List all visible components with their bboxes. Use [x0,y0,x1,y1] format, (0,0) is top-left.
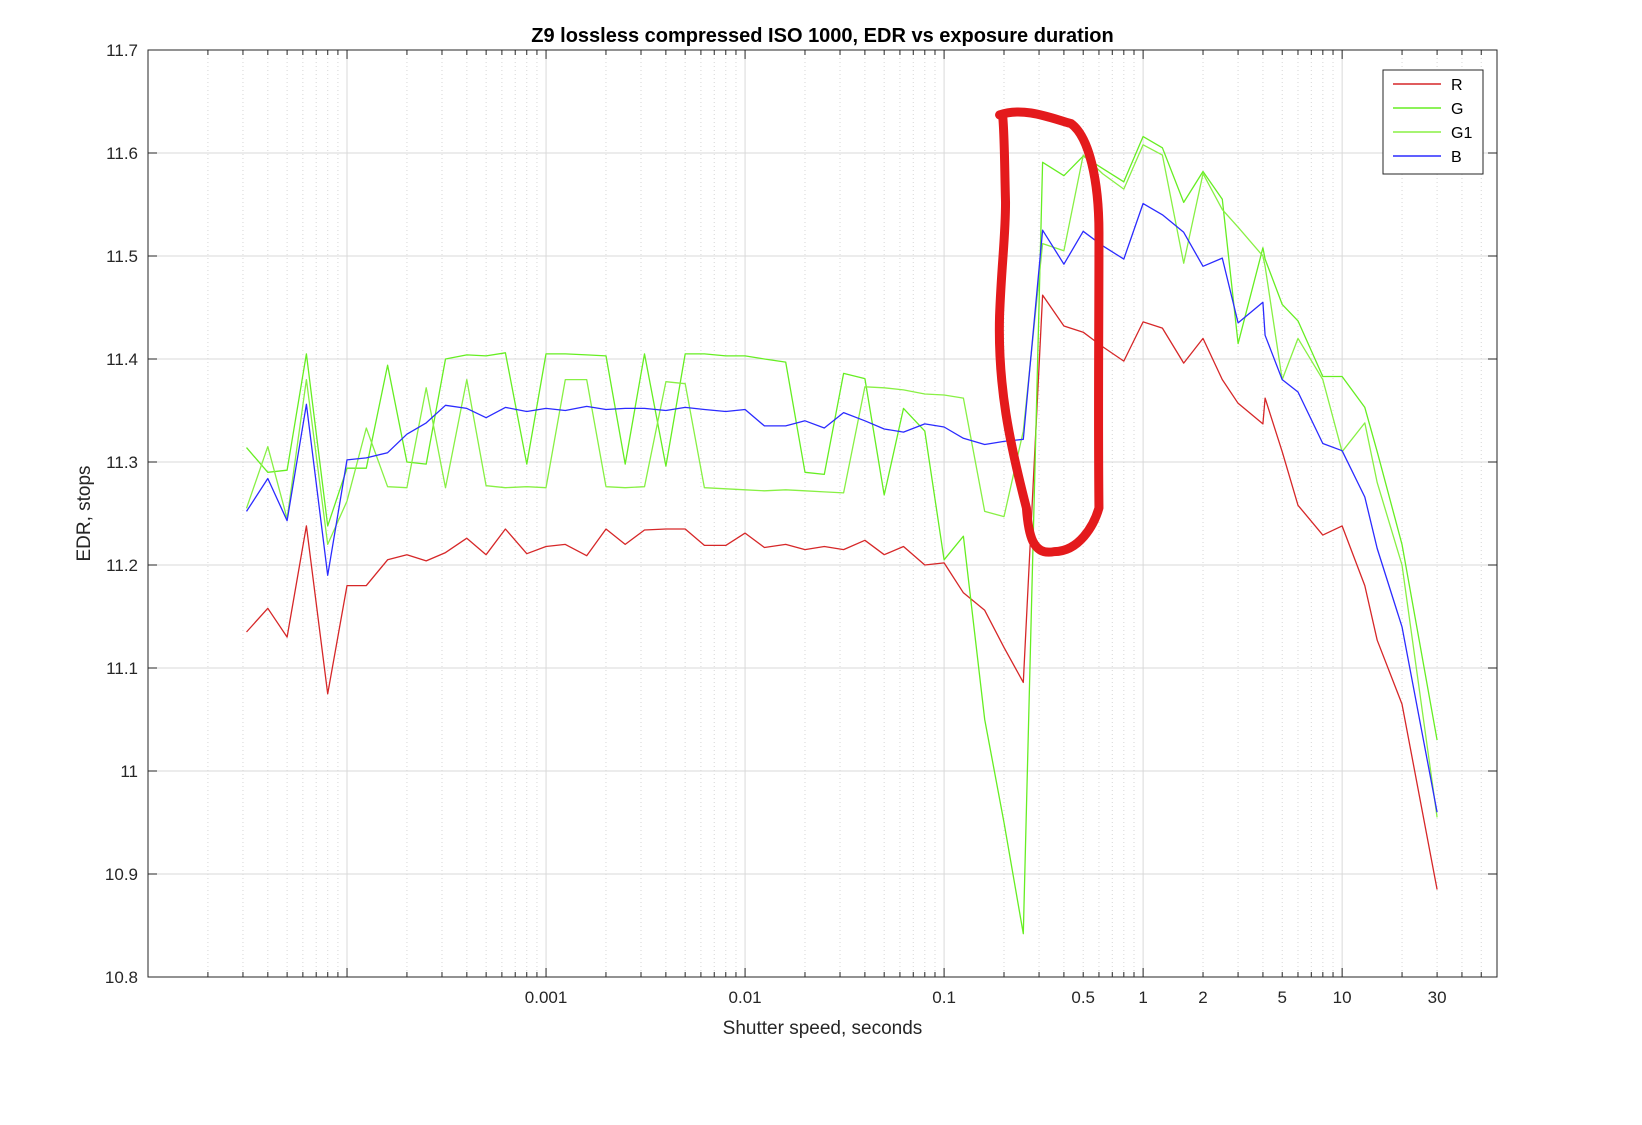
legend-label-b: B [1451,149,1462,166]
x-tick-label: 30 [1428,988,1447,1007]
annotation-layer [994,107,1104,557]
series-line-g1 [245,144,1438,818]
highlight-outline-annotation [994,107,1104,557]
y-tick-label: 11.1 [106,659,138,678]
legend-label-r: R [1451,77,1463,94]
x-tick-label: 2 [1198,988,1207,1007]
y-tick-label: 11.7 [106,41,138,60]
legend-entries: RG G1 B [1393,77,1472,166]
legend-label-g1: G1 [1451,125,1472,142]
y-tick-label: 11.3 [106,453,138,472]
y-tick-label: 10.9 [105,865,138,884]
y-tick-label: 11.4 [106,350,138,369]
x-tick-label: 10 [1333,988,1352,1007]
series-line-g [246,135,1438,935]
x-tick-label: 0.01 [729,988,762,1007]
y-tick-label: 11.6 [106,144,138,163]
y-tick-label: 11.5 [106,247,138,266]
x-tick-label: 0.5 [1071,988,1095,1007]
legend-box [1382,69,1484,175]
x-axis-label: Shutter speed, seconds [723,1018,923,1039]
y-tick-label: 11.2 [106,556,138,575]
series-layer [245,135,1438,935]
y-tick-label: 11 [120,762,138,781]
tick-marks [147,49,1498,978]
major-grid [147,49,1497,978]
y-tick-label: 10.8 [105,968,138,987]
legend-label-g: G [1451,101,1463,118]
legend: RG G1 B [1382,69,1484,175]
axes-frame [147,49,1498,978]
plot-background [148,50,1497,977]
y-axis-label: EDR, stops [74,465,95,561]
plot-area [148,50,1497,977]
x-tick-label: 5 [1277,988,1286,1007]
y-tick-labels: 10.8 10.9 11 11.1 11.2 11.3 11.4 11.5 11.6 11.7 [105,41,138,987]
x-tick-label: 0.001 [525,988,568,1007]
axes-box [147,49,1498,978]
x-tick-labels: 0.001 0.01 0.1 0.5 1 2 5 10 30 [525,988,1447,1007]
chart-title: Z9 lossless compressed ISO 1000, EDR vs … [531,25,1113,47]
series-line-r [246,294,1438,890]
series-line-b [245,202,1438,813]
x-tick-label: 1 [1138,988,1147,1007]
x-tick-label: 0.1 [932,988,956,1007]
